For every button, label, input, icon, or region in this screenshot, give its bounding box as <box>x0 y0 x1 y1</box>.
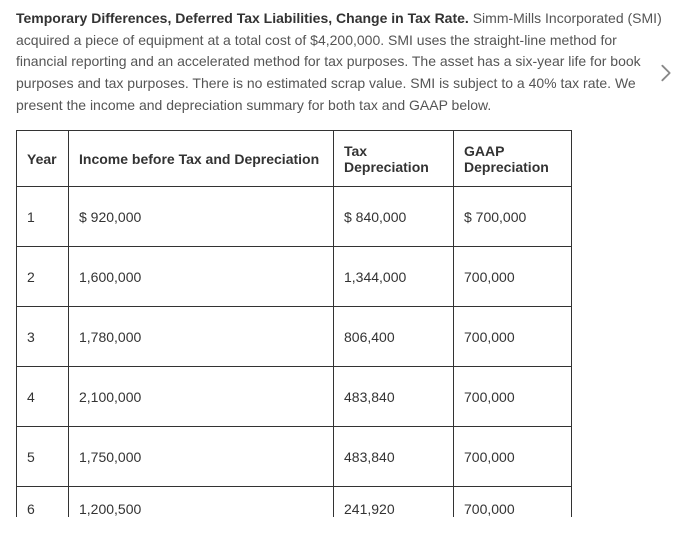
cell-income: 1,200,500 <box>69 487 334 517</box>
cell-income: 2,100,000 <box>69 367 334 427</box>
table-row: 5 1,750,000 483,840 700,000 <box>17 427 572 487</box>
cell-income: 1,780,000 <box>69 307 334 367</box>
cell-tax: 806,400 <box>334 307 454 367</box>
cell-gaap: 700,000 <box>454 367 572 427</box>
cell-tax: $ 840,000 <box>334 187 454 247</box>
table-row: 2 1,600,000 1,344,000 700,000 <box>17 247 572 307</box>
problem-title: Temporary Differences, Deferred Tax Liab… <box>16 10 469 26</box>
next-button[interactable] <box>655 62 677 84</box>
table-row: 4 2,100,000 483,840 700,000 <box>17 367 572 427</box>
cell-tax: 483,840 <box>334 427 454 487</box>
cell-year: 6 <box>17 487 69 517</box>
cell-year: 3 <box>17 307 69 367</box>
cell-gaap: 700,000 <box>454 247 572 307</box>
table-body: 1 $ 920,000 $ 840,000 $ 700,000 2 1,600,… <box>17 187 572 517</box>
cell-gaap: 700,000 <box>454 427 572 487</box>
cell-gaap: 700,000 <box>454 487 572 517</box>
cell-year: 2 <box>17 247 69 307</box>
problem-statement: Temporary Differences, Deferred Tax Liab… <box>16 8 669 116</box>
cell-tax: 483,840 <box>334 367 454 427</box>
cell-tax: 241,920 <box>334 487 454 517</box>
cell-year: 1 <box>17 187 69 247</box>
table-row: 3 1,780,000 806,400 700,000 <box>17 307 572 367</box>
table-header-row: Year Income before Tax and Depreciation … <box>17 131 572 187</box>
cell-tax: 1,344,000 <box>334 247 454 307</box>
cell-gaap: $ 700,000 <box>454 187 572 247</box>
depreciation-table: Year Income before Tax and Depreciation … <box>16 130 572 517</box>
cell-income: 1,750,000 <box>69 427 334 487</box>
table-row: 6 1,200,500 241,920 700,000 <box>17 487 572 517</box>
col-header-income: Income before Tax and Depreciation <box>69 131 334 187</box>
cell-year: 4 <box>17 367 69 427</box>
chevron-right-icon <box>655 62 677 84</box>
col-header-year: Year <box>17 131 69 187</box>
table-row: 1 $ 920,000 $ 840,000 $ 700,000 <box>17 187 572 247</box>
cell-year: 5 <box>17 427 69 487</box>
cell-gaap: 700,000 <box>454 307 572 367</box>
cell-income: $ 920,000 <box>69 187 334 247</box>
col-header-gaap: GAAP Depreciation <box>454 131 572 187</box>
cell-income: 1,600,000 <box>69 247 334 307</box>
col-header-tax: Tax Depreciation <box>334 131 454 187</box>
